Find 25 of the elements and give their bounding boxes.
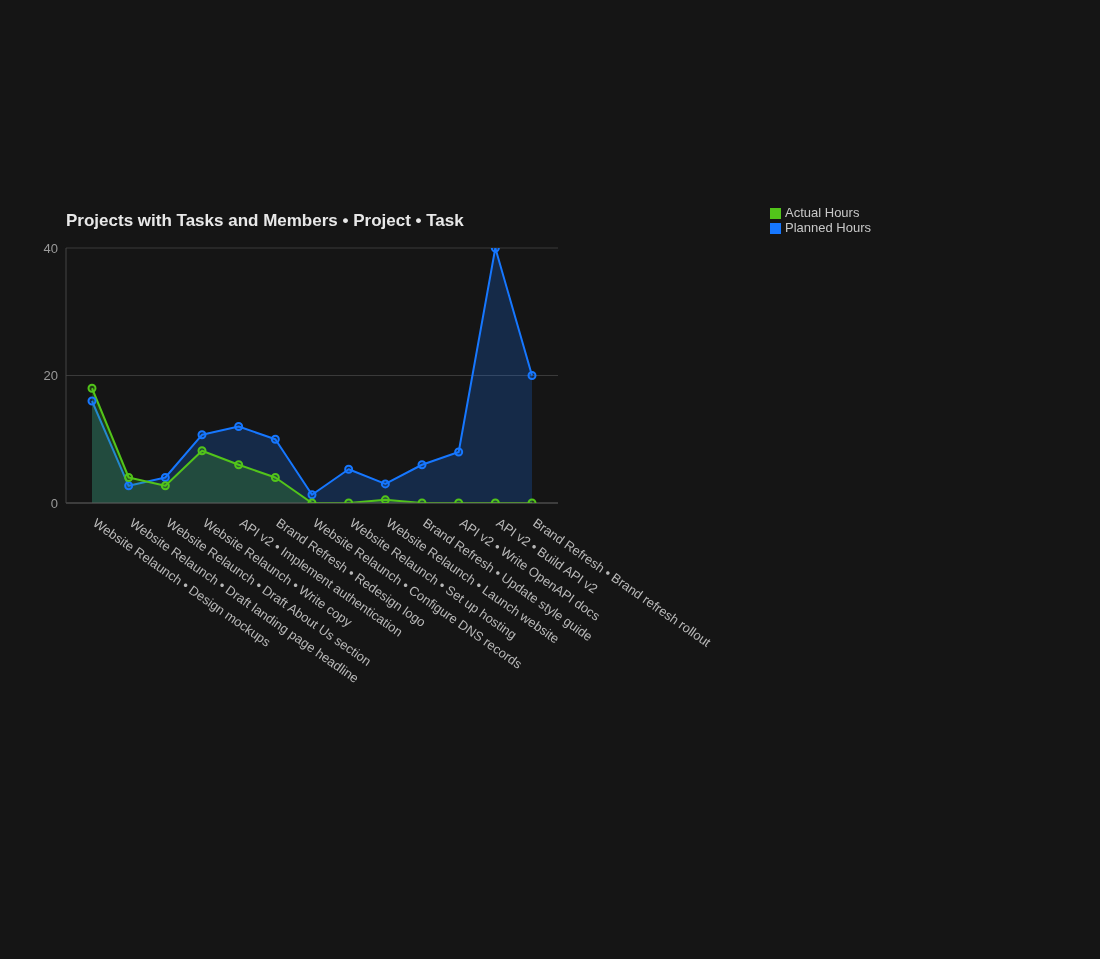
chart-title: Projects with Tasks and Members • Project • Task [66,211,464,231]
point [160,481,170,491]
point [160,473,170,482]
point [527,371,537,380]
point [87,396,97,406]
y-tick-label: 40 [43,240,58,256]
point [124,481,134,491]
legend-label: Planned Hours [785,220,871,235]
point [380,479,390,489]
point [270,434,280,444]
point [380,495,390,503]
point [307,490,317,500]
legend-label: Actual Hours [785,205,860,220]
point [197,446,207,456]
point [197,430,207,440]
point [417,460,427,470]
y-tick-label: 20 [43,368,58,384]
point [454,447,464,457]
point [344,464,354,474]
point [270,473,280,482]
point [234,422,244,431]
point [87,383,97,393]
y-tick-label: 0 [50,495,58,511]
point [234,460,244,470]
point [124,473,134,482]
